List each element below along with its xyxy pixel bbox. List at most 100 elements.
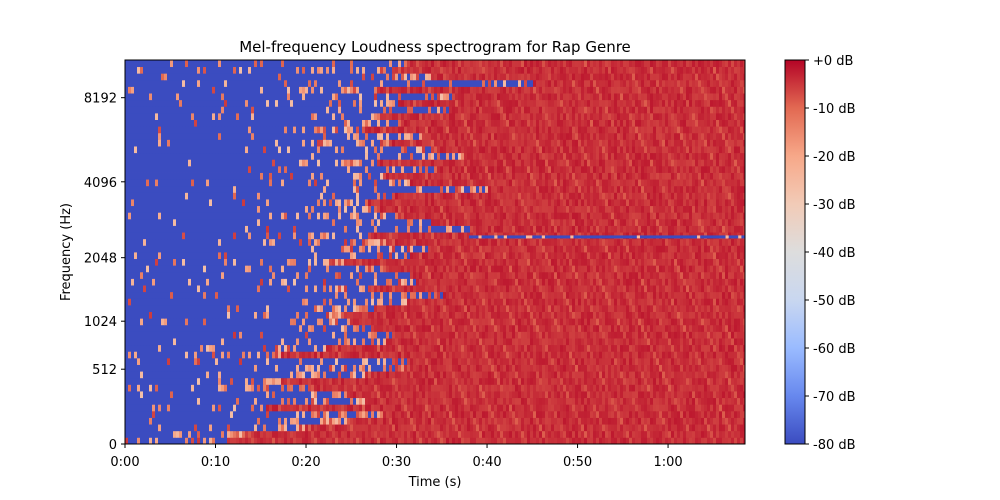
spectrogram-cell <box>230 430 234 438</box>
spectrogram-cell <box>245 377 249 385</box>
spectrogram-cell <box>470 285 474 293</box>
spectrogram-cell <box>560 404 564 412</box>
spectrogram-cell <box>371 404 375 412</box>
spectrogram-cell <box>326 424 330 432</box>
spectrogram-cell <box>257 351 261 359</box>
spectrogram-cell <box>629 331 633 339</box>
spectrogram-cell <box>632 304 636 312</box>
spectrogram-cell <box>674 364 678 372</box>
spectrogram-cell <box>533 437 537 444</box>
spectrogram-cell <box>467 417 471 425</box>
spectrogram-cell <box>632 285 636 293</box>
spectrogram-cell <box>644 364 648 372</box>
spectrogram-cell <box>725 410 729 418</box>
spectrogram-cell <box>212 424 216 432</box>
spectrogram-cell <box>680 324 684 332</box>
spectrogram-cell <box>263 417 267 425</box>
spectrogram-cell <box>188 364 192 372</box>
spectrogram-cell <box>128 437 132 444</box>
spectrogram-cell <box>368 397 372 405</box>
spectrogram-cell <box>320 364 324 372</box>
spectrogram-cell <box>320 285 324 293</box>
spectrogram-cell <box>374 417 378 425</box>
spectrogram-cell <box>479 344 483 352</box>
spectrogram-cell <box>506 331 510 339</box>
spectrogram-cell <box>347 331 351 339</box>
spectrogram-cell <box>473 304 477 312</box>
spectrogram-cell <box>590 410 594 418</box>
spectrogram-cell <box>593 377 597 385</box>
spectrogram-cell <box>332 371 336 379</box>
spectrogram-cell <box>356 424 360 432</box>
spectrogram-cell <box>653 397 657 405</box>
spectrogram-cell <box>347 318 351 326</box>
spectrogram-cell <box>482 357 486 365</box>
spectrogram-cell <box>650 410 654 418</box>
spectrogram-cell <box>539 311 543 319</box>
spectrogram-cell <box>173 344 177 352</box>
spectrogram-cell <box>230 397 234 405</box>
spectrogram-cell <box>311 437 315 444</box>
spectrogram-cell <box>626 285 630 293</box>
spectrogram-cell <box>164 417 168 425</box>
spectrogram-cell <box>482 391 486 399</box>
spectrogram-cell <box>386 384 390 392</box>
spectrogram-cell <box>383 384 387 392</box>
spectrogram-cell <box>413 397 417 405</box>
spectrogram-cell <box>332 437 336 444</box>
spectrogram-cell <box>536 410 540 418</box>
spectrogram-cell <box>188 311 192 319</box>
spectrogram-cell <box>374 291 378 299</box>
spectrogram-cell <box>143 364 147 372</box>
spectrogram-cell <box>134 377 138 385</box>
spectrogram-cell <box>512 311 516 319</box>
spectrogram-cell <box>185 391 189 399</box>
spectrogram-cell <box>344 430 348 438</box>
spectrogram-cell <box>224 364 228 372</box>
spectrogram-cell <box>572 430 576 438</box>
spectrogram-cell <box>542 364 546 372</box>
spectrogram-cell <box>404 344 408 352</box>
spectrogram-cell <box>362 371 366 379</box>
spectrogram-cell <box>248 377 252 385</box>
spectrogram-cell <box>611 324 615 332</box>
spectrogram-cell <box>227 338 231 346</box>
spectrogram-cell <box>575 384 579 392</box>
spectrogram-cell <box>428 397 432 405</box>
spectrogram-cell <box>248 397 252 405</box>
spectrogram-cell <box>275 304 279 312</box>
spectrogram-cell <box>575 318 579 326</box>
spectrogram-cell <box>374 377 378 385</box>
spectrogram-cell <box>323 391 327 399</box>
spectrogram-cell <box>266 404 270 412</box>
spectrogram-cell <box>677 364 681 372</box>
spectrogram-cell <box>572 404 576 412</box>
spectrogram-cell <box>521 291 525 299</box>
spectrogram-cell <box>245 331 249 339</box>
spectrogram-cell <box>311 291 315 299</box>
spectrogram-cell <box>488 285 492 293</box>
spectrogram-cell <box>557 291 561 299</box>
spectrogram-cell <box>218 285 222 293</box>
spectrogram-cell <box>656 377 660 385</box>
spectrogram-cell <box>698 304 702 312</box>
spectrogram-cell <box>281 384 285 392</box>
spectrogram-cell <box>509 331 513 339</box>
spectrogram-cell <box>545 410 549 418</box>
spectrogram-cell <box>146 338 150 346</box>
spectrogram-cell <box>401 384 405 392</box>
spectrogram-cell <box>713 424 717 432</box>
spectrogram-cell <box>278 424 282 432</box>
spectrogram-cell <box>668 311 672 319</box>
spectrogram-cell <box>245 324 249 332</box>
spectrogram-cell <box>269 331 273 339</box>
spectrogram-cell <box>680 338 684 346</box>
spectrogram-cell <box>578 377 582 385</box>
spectrogram-cell <box>578 364 582 372</box>
spectrogram-cell <box>191 377 195 385</box>
spectrogram-cell <box>281 285 285 293</box>
spectrogram-cell <box>125 311 129 319</box>
spectrogram-cell <box>473 285 477 293</box>
spectrogram-cell <box>494 331 498 339</box>
spectrogram-cell <box>404 351 408 359</box>
